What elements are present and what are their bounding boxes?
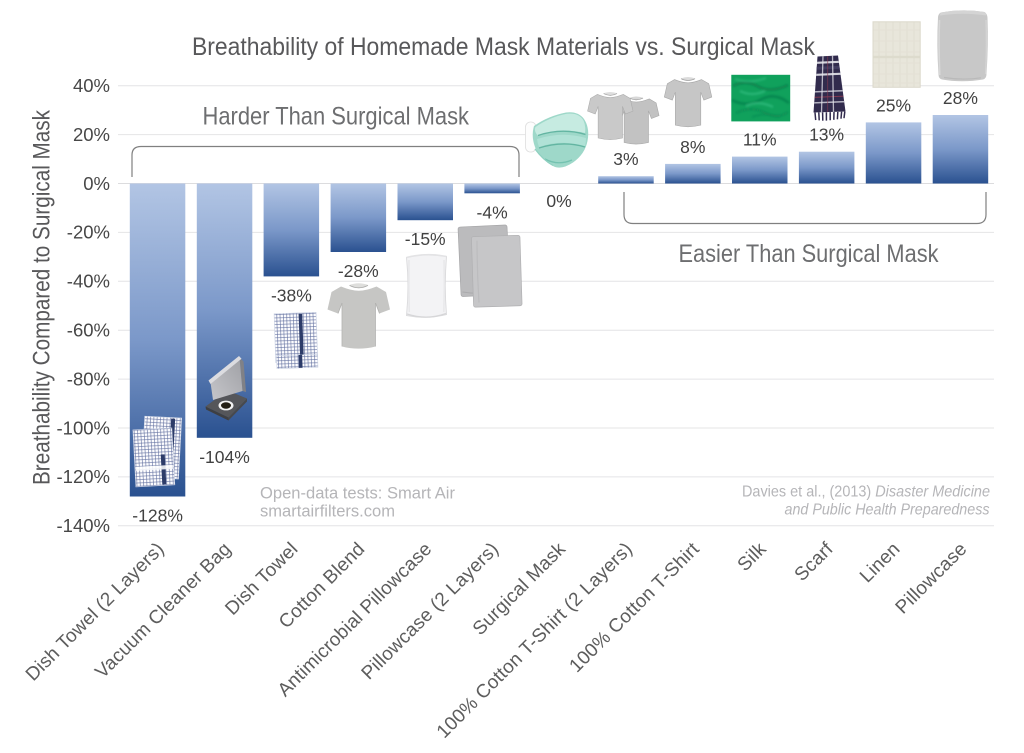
svg-text:-60%: -60%: [67, 320, 110, 341]
svg-text:Open-data tests: Smart Air: Open-data tests: Smart Air: [260, 485, 455, 503]
svg-text:-104%: -104%: [199, 447, 250, 467]
svg-text:Breathability of Homemade Mask: Breathability of Homemade Mask Materials…: [192, 33, 815, 61]
svg-text:smartairfilters.com: smartairfilters.com: [260, 503, 395, 521]
svg-text:0%: 0%: [83, 173, 110, 194]
svg-text:Easier Than Surgical Mask: Easier Than Surgical Mask: [679, 240, 939, 268]
svg-text:Davies et al., (2013) Disaster: Davies et al., (2013) Disaster Medicine: [742, 484, 990, 501]
svg-text:-128%: -128%: [132, 506, 183, 526]
svg-text:3%: 3%: [613, 149, 638, 169]
svg-text:and Public Health Preparedness: and Public Health Preparedness: [785, 502, 990, 519]
svg-text:-28%: -28%: [338, 261, 379, 281]
svg-text:-20%: -20%: [67, 222, 110, 243]
svg-text:25%: 25%: [876, 95, 911, 115]
svg-text:Breathability Compared to Surg: Breathability Compared to Surgical Mask: [29, 109, 56, 485]
svg-text:-15%: -15%: [405, 229, 446, 249]
svg-text:40%: 40%: [73, 75, 110, 96]
svg-text:-38%: -38%: [271, 285, 312, 305]
svg-text:-120%: -120%: [57, 466, 110, 487]
svg-text:-80%: -80%: [67, 368, 110, 389]
svg-text:-4%: -4%: [477, 202, 508, 222]
svg-text:20%: 20%: [73, 124, 110, 145]
svg-text:-140%: -140%: [57, 515, 110, 536]
svg-text:-100%: -100%: [57, 417, 110, 438]
svg-text:Harder Than Surgical Mask: Harder Than Surgical Mask: [203, 103, 470, 131]
svg-text:13%: 13%: [809, 125, 844, 145]
svg-text:0%: 0%: [546, 191, 571, 211]
svg-text:28%: 28%: [943, 88, 978, 108]
svg-text:11%: 11%: [743, 130, 777, 150]
svg-text:8%: 8%: [680, 137, 705, 157]
svg-text:-40%: -40%: [67, 271, 110, 292]
